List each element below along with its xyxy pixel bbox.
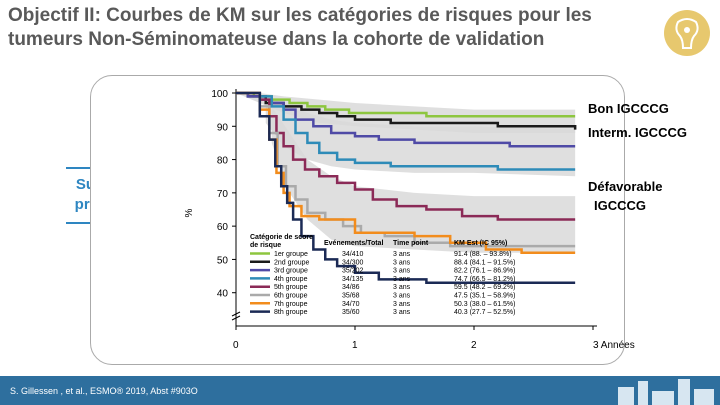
- x-tick-label: 2: [471, 340, 477, 351]
- page-title: Objectif II: Courbes de KM sur les catég…: [8, 5, 592, 50]
- legend-time: 3 ans: [393, 259, 411, 266]
- legend-header: Time point: [393, 240, 429, 247]
- legend-events: 34/70: [342, 301, 360, 308]
- legend-km: 40.3 (27.7 – 52.5%): [454, 309, 516, 316]
- legend-km: 47.5 (35.1 – 58.9%): [454, 293, 516, 300]
- y-tick-label: 70: [217, 189, 229, 200]
- legend-events: 35/68: [342, 293, 360, 300]
- legend-group: 4th groupe: [274, 276, 308, 283]
- legend-header: Catégorie de score: [250, 234, 313, 241]
- legend-km: 59.5 (48.2 – 69.2%): [454, 284, 516, 291]
- y-tick-label: 100: [211, 89, 228, 100]
- legend-time: 3 ans: [393, 301, 411, 308]
- curve-annotation: Interm. IGCCCG: [588, 125, 687, 140]
- ci-band: [271, 106, 576, 253]
- legend-events: 35/60: [342, 309, 360, 316]
- legend-header: KM Est (IC 95%): [454, 240, 507, 247]
- x-tick-label: 0: [233, 340, 239, 351]
- ci-band: [265, 96, 576, 177]
- legend-group: 3rd groupe: [274, 268, 308, 275]
- legend-time: 3 ans: [393, 293, 411, 300]
- legend-km: 91.4 (88. – 93.8%): [454, 251, 512, 258]
- legend-header: Evénements/Total: [324, 240, 383, 247]
- x-tick-label: 1: [352, 340, 358, 351]
- legend-group: 8th groupe: [274, 309, 308, 316]
- legend-time: 3 ans: [393, 251, 411, 258]
- curve-annotation: Défavorable: [588, 179, 662, 194]
- legend-group: 5th groupe: [274, 284, 308, 291]
- footer-bar: [0, 376, 720, 405]
- curve-annotation: Bon IGCCCG: [588, 101, 669, 116]
- legend-time: 3 ans: [393, 276, 411, 283]
- axis-break: [231, 311, 241, 317]
- km-curve: [236, 91, 576, 171]
- legend-km: 88.4 (84.1 – 91.5%): [454, 259, 516, 266]
- anatomy-logo-icon: [664, 10, 710, 56]
- skyline-decoration: [618, 387, 634, 405]
- legend-group: 6th groupe: [274, 293, 308, 300]
- y-tick-label: 80: [217, 156, 229, 167]
- legend-header: de risque: [250, 242, 281, 249]
- axis-break: [231, 315, 241, 321]
- legend-group: 7th groupe: [274, 301, 308, 308]
- km-curve: [236, 91, 576, 221]
- legend-group: 2nd groupe: [274, 259, 310, 266]
- skyline-decoration: [652, 391, 674, 405]
- legend-events: 34/410: [342, 251, 364, 258]
- legend-km: 82.2 (76.1 – 86.9%): [454, 268, 516, 275]
- legend-events: 34/300: [342, 259, 364, 266]
- y-axis-label: %: [184, 208, 195, 217]
- km-curve: [236, 91, 576, 248]
- skyline-decoration: [678, 379, 690, 405]
- legend-events: 35/202: [342, 268, 364, 275]
- curve-annotation: IGCCCG: [594, 198, 646, 213]
- legend-group: 1er groupe: [274, 251, 308, 258]
- legend-events: 34/86: [342, 284, 360, 291]
- skyline-decoration: [694, 389, 714, 405]
- legend-events: 34/135: [342, 276, 364, 283]
- legend-km: 74.7 (66.5 – 81.2%): [454, 276, 516, 283]
- km-curve: [236, 91, 576, 284]
- legend-time: 3 ans: [393, 309, 411, 316]
- skyline-decoration: [638, 381, 648, 405]
- y-tick-label: 60: [217, 222, 229, 233]
- legend-km: 50.3 (38.0 – 61.5%): [454, 301, 516, 308]
- y-tick-label: 50: [217, 255, 229, 266]
- y-tick-label: 40: [217, 289, 229, 300]
- x-tick-label: 3 Années: [593, 340, 635, 351]
- footer-citation: S. Gillessen , et al., ESMO® 2019, Abst …: [10, 386, 198, 396]
- y-tick-label: 90: [217, 122, 229, 133]
- legend-time: 3 ans: [393, 268, 411, 275]
- legend-time: 3 ans: [393, 284, 411, 291]
